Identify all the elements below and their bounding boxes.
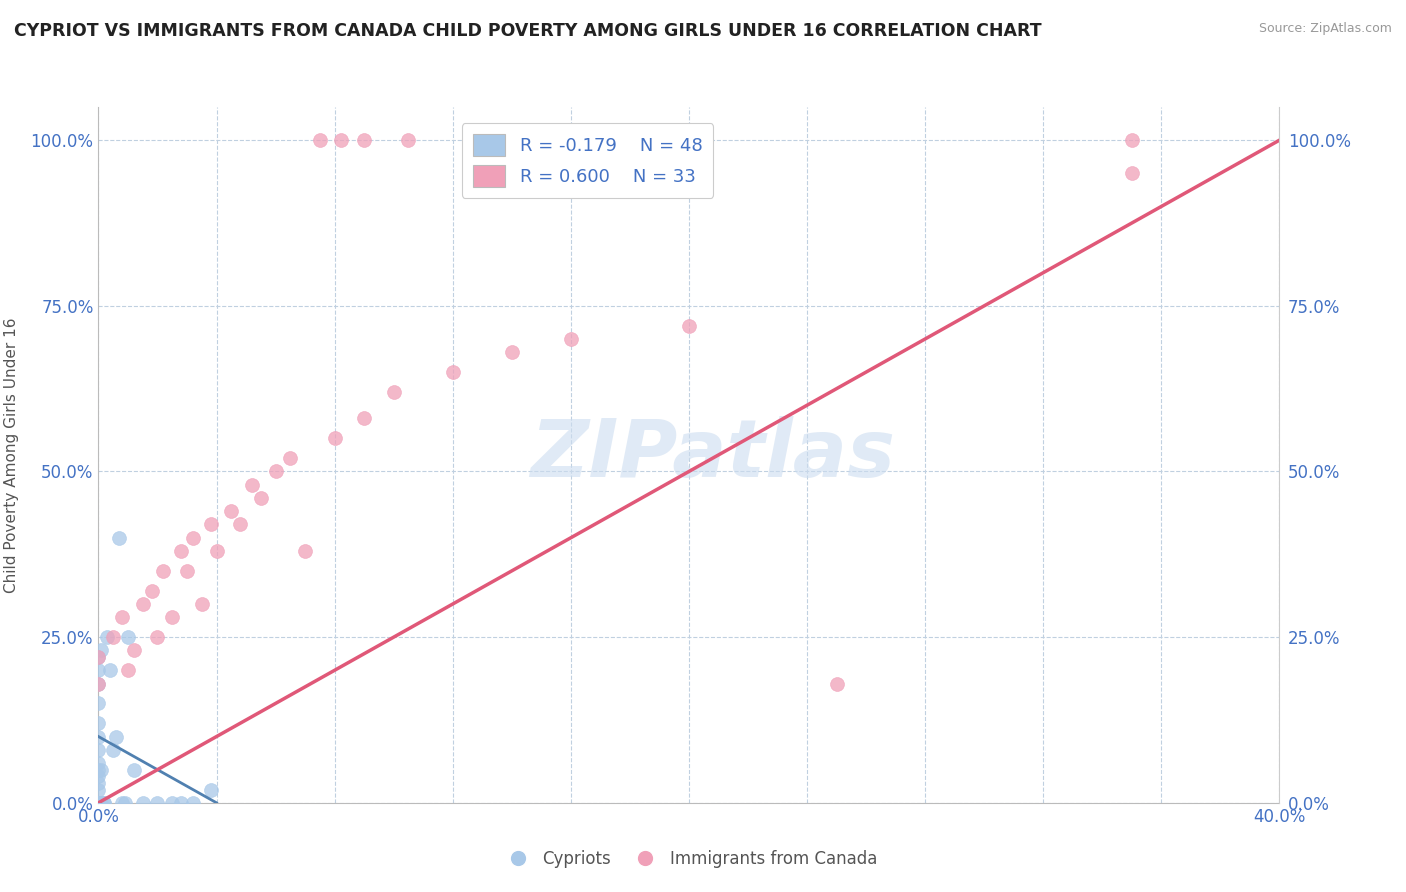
Point — [205, 544, 228, 558]
Point — [93, 796, 115, 810]
Point — [87, 796, 110, 810]
Point — [117, 663, 139, 677]
Point — [162, 610, 183, 624]
Point — [323, 431, 346, 445]
Point — [87, 796, 110, 810]
Point — [1121, 133, 1143, 147]
Point — [250, 491, 273, 505]
Point — [90, 643, 112, 657]
Y-axis label: Child Poverty Among Girls Under 16: Child Poverty Among Girls Under 16 — [4, 318, 20, 592]
Point — [309, 133, 332, 147]
Point — [264, 465, 287, 479]
Legend: R = -0.179    N = 48, R = 0.600    N = 33: R = -0.179 N = 48, R = 0.600 N = 33 — [461, 123, 713, 198]
Point — [132, 597, 155, 611]
Point — [170, 796, 193, 810]
Point — [87, 796, 110, 810]
Point — [181, 531, 204, 545]
Point — [87, 650, 110, 665]
Point — [219, 504, 242, 518]
Point — [152, 564, 174, 578]
Point — [111, 610, 134, 624]
Point — [87, 782, 110, 797]
Point — [96, 630, 118, 644]
Point — [396, 133, 419, 147]
Point — [87, 796, 110, 810]
Point — [111, 796, 134, 810]
Point — [353, 133, 375, 147]
Point — [87, 743, 110, 757]
Point — [87, 796, 110, 810]
Point — [441, 365, 464, 379]
Point — [87, 676, 110, 690]
Point — [87, 796, 110, 810]
Point — [87, 697, 110, 711]
Point — [87, 650, 110, 665]
Point — [117, 630, 139, 644]
Point — [200, 782, 222, 797]
Point — [170, 544, 193, 558]
Point — [108, 531, 131, 545]
Point — [329, 133, 352, 147]
Point — [87, 676, 110, 690]
Point — [90, 763, 112, 777]
Legend: Cypriots, Immigrants from Canada: Cypriots, Immigrants from Canada — [495, 844, 883, 875]
Point — [501, 345, 523, 359]
Point — [353, 411, 375, 425]
Point — [90, 796, 112, 810]
Point — [87, 716, 110, 731]
Point — [93, 796, 115, 810]
Point — [382, 384, 405, 399]
Point — [132, 796, 155, 810]
Point — [191, 597, 214, 611]
Point — [87, 663, 110, 677]
Point — [87, 763, 110, 777]
Point — [87, 796, 110, 810]
Point — [181, 796, 204, 810]
Point — [122, 643, 145, 657]
Point — [103, 630, 125, 644]
Point — [229, 517, 252, 532]
Point — [162, 796, 183, 810]
Point — [98, 663, 121, 677]
Point — [103, 743, 125, 757]
Point — [87, 796, 110, 810]
Point — [141, 583, 163, 598]
Point — [146, 630, 169, 644]
Point — [87, 796, 110, 810]
Point — [87, 756, 110, 770]
Point — [87, 776, 110, 790]
Point — [176, 564, 198, 578]
Point — [240, 477, 263, 491]
Text: ZIPatlas: ZIPatlas — [530, 416, 896, 494]
Point — [294, 544, 316, 558]
Point — [122, 763, 145, 777]
Text: CYPRIOT VS IMMIGRANTS FROM CANADA CHILD POVERTY AMONG GIRLS UNDER 16 CORRELATION: CYPRIOT VS IMMIGRANTS FROM CANADA CHILD … — [14, 22, 1042, 40]
Point — [825, 676, 848, 690]
Point — [87, 769, 110, 783]
Point — [471, 133, 494, 147]
Point — [87, 796, 110, 810]
Point — [87, 730, 110, 744]
Point — [678, 318, 700, 333]
Point — [1121, 166, 1143, 180]
Point — [87, 796, 110, 810]
Point — [87, 796, 110, 810]
Point — [87, 796, 110, 810]
Point — [87, 796, 110, 810]
Point — [105, 730, 128, 744]
Point — [146, 796, 169, 810]
Point — [560, 332, 582, 346]
Point — [87, 796, 110, 810]
Point — [114, 796, 136, 810]
Point — [278, 451, 302, 466]
Point — [87, 796, 110, 810]
Text: Source: ZipAtlas.com: Source: ZipAtlas.com — [1258, 22, 1392, 36]
Point — [200, 517, 222, 532]
